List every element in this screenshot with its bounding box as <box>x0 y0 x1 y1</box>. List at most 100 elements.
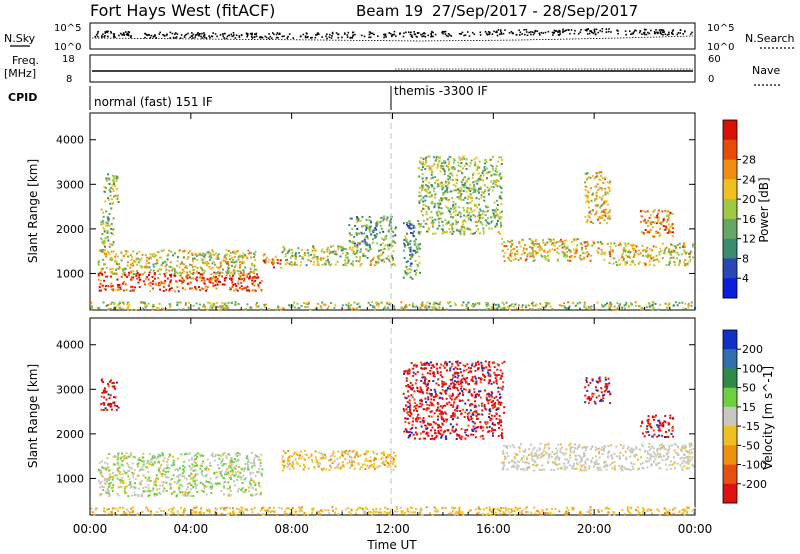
echo-cell <box>473 185 476 188</box>
echo-cell <box>116 309 119 312</box>
echo-cell <box>223 473 226 476</box>
echo-cell <box>651 301 654 304</box>
echo-cell <box>650 257 653 260</box>
echo-cell <box>250 307 253 309</box>
echo-cell <box>638 261 641 264</box>
echo-cell <box>333 306 336 309</box>
echo-cell <box>469 201 472 204</box>
echo-cell <box>687 302 690 305</box>
echo-cell <box>650 223 652 226</box>
echo-cell <box>369 465 372 468</box>
echo-cell <box>566 245 569 248</box>
echo-cell <box>412 371 415 374</box>
echo-cell <box>181 277 184 279</box>
echo-cell <box>412 254 415 257</box>
nsky-point <box>125 31 127 33</box>
echo-cell <box>122 464 125 467</box>
echo-cell <box>472 188 475 191</box>
echo-cell <box>236 451 239 454</box>
echo-cell <box>662 217 665 220</box>
echo-cell <box>103 389 106 392</box>
echo-cell <box>103 287 106 290</box>
echo-cell <box>467 399 470 402</box>
echo-cell <box>158 469 160 472</box>
echo-cell <box>98 468 101 471</box>
echo-cell <box>452 183 455 186</box>
echo-cell <box>688 252 691 255</box>
echo-cell <box>644 263 647 266</box>
echo-cell <box>421 301 424 304</box>
echo-cell <box>339 456 342 459</box>
echo-cell <box>672 256 675 259</box>
echo-cell <box>477 376 480 379</box>
echo-cell <box>237 255 240 258</box>
echo-cell <box>236 289 239 292</box>
echo-cell <box>601 195 604 198</box>
echo-cell <box>654 302 657 305</box>
echo-cell <box>148 489 150 492</box>
nsky-point <box>658 29 661 31</box>
echo-cell <box>688 256 691 259</box>
echo-cell <box>256 492 259 495</box>
echo-cell <box>185 265 188 268</box>
echo-cell <box>119 481 122 484</box>
echo-cell <box>154 479 157 482</box>
echo-cell <box>409 255 412 258</box>
echo-cell <box>497 220 499 222</box>
echo-cell <box>455 223 458 226</box>
nsky-point <box>203 36 206 39</box>
echo-cell <box>220 462 222 465</box>
echo-cell <box>174 469 177 472</box>
echo-cell <box>160 307 163 310</box>
echo-cell <box>197 308 200 311</box>
echo-cell <box>111 288 113 291</box>
echo-cell <box>177 301 180 304</box>
echo-cell <box>190 264 193 267</box>
echo-cell <box>388 453 391 456</box>
echo-cell <box>195 464 198 467</box>
echo-cell <box>421 163 424 166</box>
echo-cell <box>115 288 118 291</box>
echo-cell <box>449 301 451 304</box>
echo-cell <box>600 211 603 214</box>
echo-cell <box>113 386 116 389</box>
echo-cell <box>476 167 479 170</box>
echo-cell <box>440 197 443 200</box>
echo-cell <box>440 392 443 395</box>
echo-cell <box>291 455 294 458</box>
echo-cell <box>144 283 146 286</box>
echo-cell <box>632 247 635 250</box>
echo-cell <box>548 302 550 304</box>
echo-cell <box>427 227 430 229</box>
echo-cell <box>112 233 115 236</box>
echo-cell <box>326 255 329 258</box>
echo-cell <box>376 223 379 226</box>
echo-cell <box>454 185 457 188</box>
echo-cell <box>242 252 245 255</box>
echo-cell <box>116 196 119 199</box>
echo-cell <box>476 417 478 420</box>
echo-cell <box>253 256 256 258</box>
echo-cell <box>562 252 565 255</box>
nsky-point <box>238 36 241 38</box>
echo-cell <box>230 271 232 274</box>
echo-cell <box>101 267 104 270</box>
echo-cell <box>99 282 102 285</box>
echo-cell <box>258 286 261 289</box>
echo-cell <box>202 288 205 290</box>
echo-cell <box>451 426 454 429</box>
echo-cell <box>244 286 247 289</box>
nsky-point <box>352 34 354 36</box>
echo-cell <box>402 276 405 279</box>
nsky-point <box>287 35 289 38</box>
echo-cell <box>187 306 190 309</box>
echo-cell <box>263 305 266 308</box>
echo-cell <box>292 463 294 466</box>
echo-cell <box>665 225 668 228</box>
echo-cell <box>106 275 109 278</box>
echo-cell <box>311 461 314 463</box>
echo-cell <box>254 484 257 487</box>
echo-cell <box>102 258 105 261</box>
echo-cell <box>158 256 161 259</box>
echo-cell <box>453 168 456 171</box>
